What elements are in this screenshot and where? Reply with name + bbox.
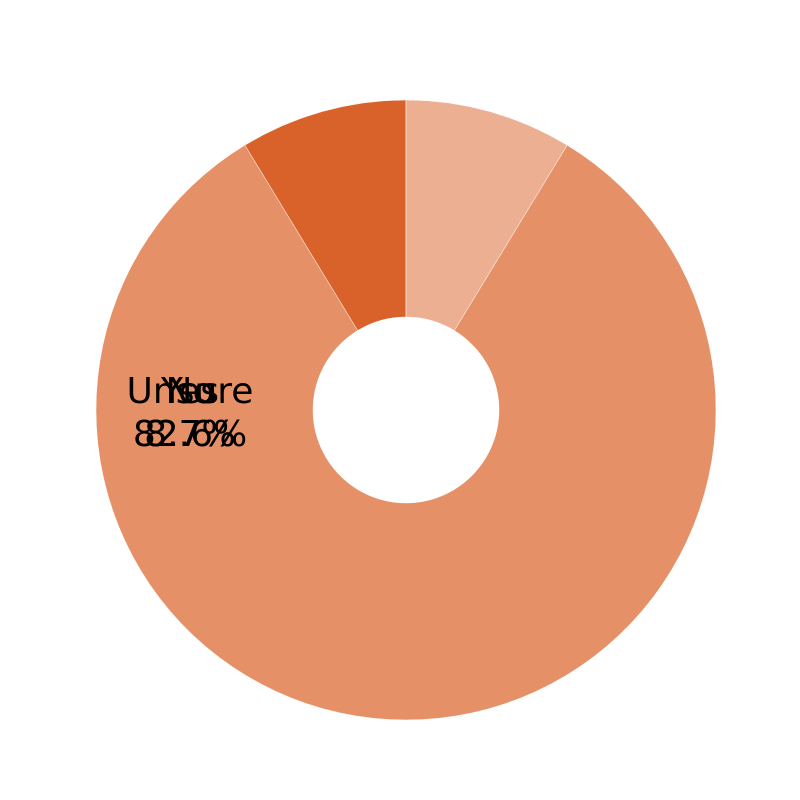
slice-unsure xyxy=(405,99,568,331)
labels-group: Yes 8.7%No 82.6%Unsure 8.7% xyxy=(127,371,254,455)
label-no: No 82.6% xyxy=(133,371,247,455)
label-percent-yes: 8.7% xyxy=(144,414,235,455)
slice-no xyxy=(95,144,717,721)
label-yes: Yes 8.7% xyxy=(144,371,235,455)
label-unsure: Unsure 8.7% xyxy=(127,371,254,455)
label-name-unsure: Unsure xyxy=(127,371,254,412)
slices-group xyxy=(95,99,717,721)
label-name-yes: Yes xyxy=(160,371,219,412)
label-name-no: No xyxy=(166,371,215,412)
label-percent-unsure: 8.7% xyxy=(144,414,235,455)
slice-yes xyxy=(244,99,407,331)
label-percent-no: 82.6% xyxy=(133,414,247,455)
